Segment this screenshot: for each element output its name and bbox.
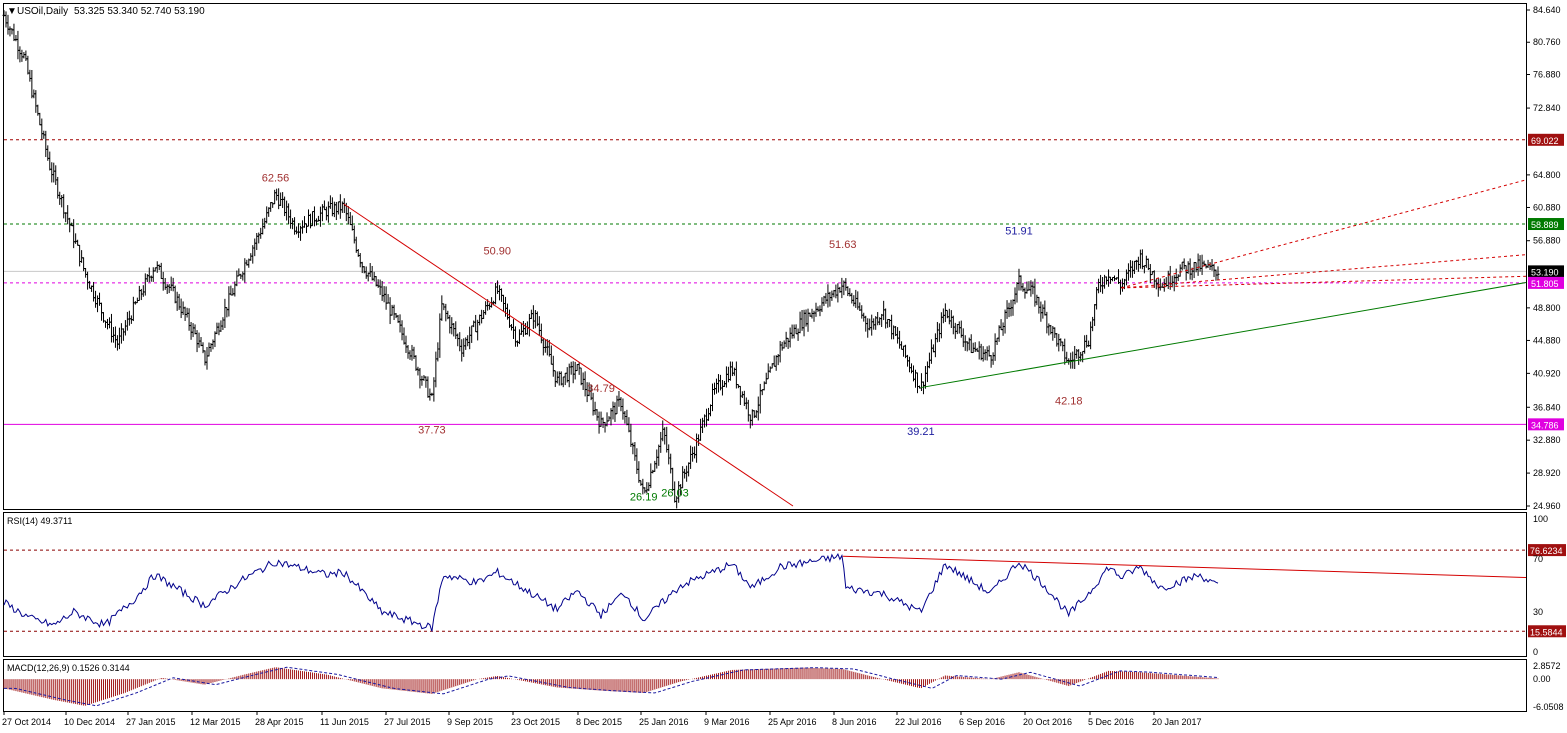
price-axis-label: 28.920 xyxy=(1533,468,1561,478)
ohlc-readout: 53.325 53.340 52.740 53.190 xyxy=(74,6,205,17)
price-layer: 62.56 50.90 51.63 51.91 37.73 34.79 39.21 42.18… xyxy=(2,10,1527,509)
time-axis-label: 23 Oct 2015 xyxy=(511,717,560,727)
time-axis-label: 5 Dec 2016 xyxy=(1088,717,1134,727)
time-axis-label: 28 Apr 2015 xyxy=(255,717,304,727)
time-axis-label: 27 Jul 2015 xyxy=(384,717,431,727)
price-level-tag xyxy=(1528,265,1564,278)
swing-annotation: 37.73 xyxy=(418,424,446,436)
price-axis-label: 64.800 xyxy=(1533,170,1561,180)
time-axis-label: 25 Apr 2016 xyxy=(768,717,817,727)
macd-axis-label: 2.8572 xyxy=(1533,661,1561,671)
swing-annotation: 51.91 xyxy=(1005,226,1033,238)
price-axis-label: 40.920 xyxy=(1533,368,1561,378)
rsi-title: RSI(14) 49.3711 xyxy=(7,516,72,526)
channel-mid-line xyxy=(1121,254,1527,289)
macd-panel-frame xyxy=(3,659,1527,712)
price-level-tag-label: 58.889 xyxy=(1531,220,1559,230)
swing-annotation: 34.79 xyxy=(587,383,615,395)
time-axis-label: 6 Sep 2016 xyxy=(959,717,1005,727)
time-axis-label: 8 Dec 2015 xyxy=(576,717,622,727)
rsi-axis-label: 70 xyxy=(1533,554,1543,564)
macd-axis-label: -6.0508 xyxy=(1533,702,1564,712)
macd-axis-label: 0.00 xyxy=(1533,674,1551,684)
time-axis-label: 12 Mar 2015 xyxy=(190,717,241,727)
time-axis-label: 9 Sep 2015 xyxy=(447,717,493,727)
rsi-trend-line xyxy=(842,555,1527,579)
time-axis-label: 27 Jan 2015 xyxy=(126,717,176,727)
price-level-tag-label: 69.022 xyxy=(1531,136,1559,146)
price-axis-label: 56.880 xyxy=(1533,236,1561,246)
time-axis-label: 20 Jan 2017 xyxy=(1152,717,1202,727)
time-axis-label: 9 Mar 2016 xyxy=(704,717,750,727)
macd-layer: MACD(12,26,9) 0.1526 0.3144 xyxy=(3,663,1219,707)
symbol-label: USOil,Daily xyxy=(17,6,68,17)
rsi-level-tag xyxy=(1528,544,1566,557)
rsi-series-line xyxy=(3,553,1219,632)
price-panel-frame xyxy=(3,3,1527,510)
time-axis-label: 27 Oct 2014 xyxy=(2,717,51,727)
swing-annotation: 51.63 xyxy=(829,239,857,251)
axis-layer: 84.640 80.760 76.880 72.840 69.022 64.800 60.8… xyxy=(2,5,1566,727)
swing-annotation: 26.19 xyxy=(630,492,658,504)
price-level-tag xyxy=(1528,418,1564,431)
rsi-level-tag xyxy=(1528,625,1566,638)
rsi-panel-frame xyxy=(3,512,1527,657)
price-axis-label: 76.880 xyxy=(1533,69,1561,79)
time-axis-label: 22 Jul 2016 xyxy=(895,717,942,727)
header-arrow-icon: ▼ xyxy=(7,6,17,17)
price-axis-label: 80.760 xyxy=(1533,37,1561,47)
time-axis-label: 10 Dec 2014 xyxy=(64,717,115,727)
rsi-level-tag-label: 76.6234 xyxy=(1530,546,1563,556)
rsi-level-tag-label: 15.5844 xyxy=(1530,627,1563,637)
price-axis-label: 44.880 xyxy=(1533,335,1561,345)
time-axis-label: 8 Jun 2016 xyxy=(832,717,877,727)
price-level-tag xyxy=(1528,218,1564,231)
price-axis-label: 36.840 xyxy=(1533,402,1561,412)
time-axis-label: 11 Jun 2015 xyxy=(320,717,369,727)
price-axis-label: 72.840 xyxy=(1533,103,1561,113)
downtrend-line xyxy=(343,203,794,507)
swing-annotation: 39.21 xyxy=(907,426,935,438)
price-level-tag xyxy=(1528,276,1564,289)
uptrend-support-line xyxy=(920,282,1527,389)
price-axis-label: 60.880 xyxy=(1533,202,1561,212)
rsi-axis-label: 30 xyxy=(1533,607,1543,617)
macd-title: MACD(12,26,9) 0.1526 0.3144 xyxy=(7,663,130,673)
price-axis-label: 48.800 xyxy=(1533,303,1561,313)
price-axis-label: 32.880 xyxy=(1533,435,1561,445)
macd-signal-line xyxy=(4,666,1219,707)
price-level-tag-label: 34.786 xyxy=(1531,420,1559,430)
swing-annotation: 42.18 xyxy=(1055,395,1083,407)
rsi-axis-label: 100 xyxy=(1533,514,1548,524)
price-level-tag xyxy=(1528,133,1564,146)
time-axis-label: 20 Oct 2016 xyxy=(1023,717,1072,727)
rsi-layer: RSI(14) 49.3711 xyxy=(3,516,1527,632)
time-axis-label: 25 Jan 2016 xyxy=(639,717,689,727)
price-level-tag-label: 51.805 xyxy=(1531,279,1559,289)
rsi-axis-label: 0 xyxy=(1533,647,1538,657)
swing-annotation: 26.03 xyxy=(661,488,689,500)
price-axis-label: 24.960 xyxy=(1533,501,1561,511)
swing-annotation: 50.90 xyxy=(484,246,512,258)
price-axis-label: 84.640 xyxy=(1533,5,1561,15)
price-level-tag-label: 53.190 xyxy=(1531,267,1559,277)
channel-upper-line xyxy=(1121,179,1527,289)
swing-annotation: 62.56 xyxy=(262,173,290,185)
channel-lower-line xyxy=(1121,275,1527,289)
